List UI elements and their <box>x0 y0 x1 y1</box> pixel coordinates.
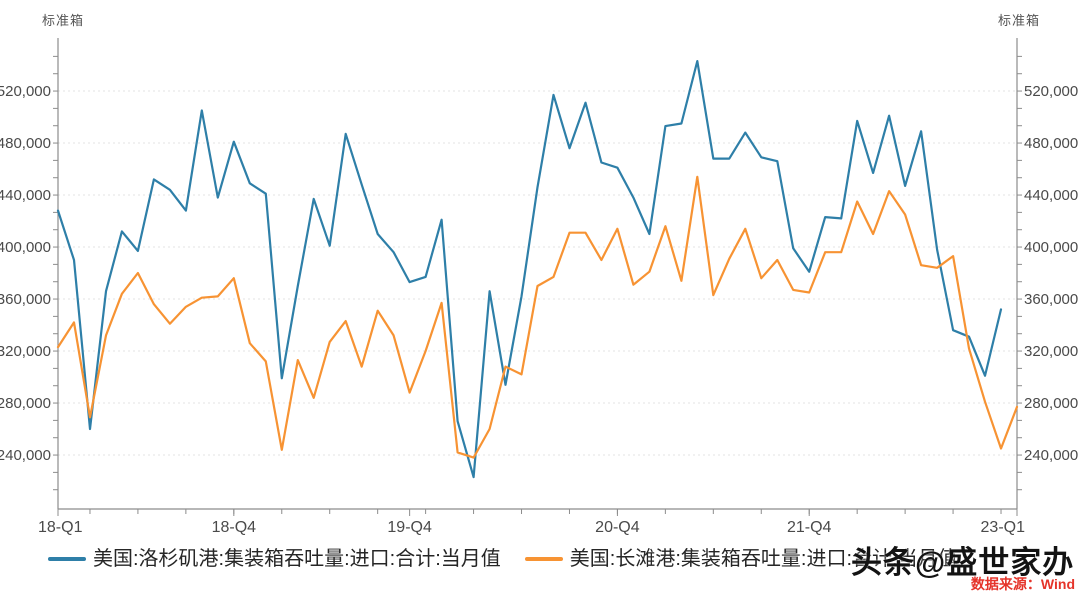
y-axis-label-right: 400,000 <box>1024 239 1078 256</box>
y-axis-label-right: 520,000 <box>1024 83 1078 100</box>
data-source-note: 数据来源：Wind <box>970 576 1075 592</box>
y-axis-label-right: 480,000 <box>1024 135 1078 152</box>
y-axis-label-left: 480,000 <box>0 135 51 152</box>
legend-label-los-angeles: 美国:洛杉矶港:集装箱吞吐量:进口:合计:当月值 <box>93 548 501 570</box>
y-axis-label-right: 320,000 <box>1024 343 1078 360</box>
y-axis-label-left: 320,000 <box>0 343 51 360</box>
series-line-long-beach <box>56 175 1019 459</box>
y-axis-label-right: 360,000 <box>1024 291 1078 308</box>
legend-label-long-beach: 美国:长滩港:集装箱吞吐量:进口:合计:当月值 <box>569 548 958 570</box>
x-axis-label: 21-Q4 <box>787 519 832 536</box>
y-axis-label-left: 240,000 <box>0 447 51 464</box>
y-axis-unit-left: 标准箱 <box>42 13 85 28</box>
y-axis-label-left: 520,000 <box>0 83 51 100</box>
x-axis-label: 18-Q4 <box>212 519 257 536</box>
series-line-los-angeles <box>56 60 1003 479</box>
watermark-text: 头条@盛世家办 <box>851 545 1075 580</box>
y-axis-label-right: 280,000 <box>1024 395 1078 412</box>
y-axis-label-right: 440,000 <box>1024 187 1078 204</box>
legend-item-long-beach: 美国:长滩港:集装箱吞吐量:进口:合计:当月值 <box>524 548 958 570</box>
legend-swatch-los-angeles <box>48 557 86 561</box>
x-axis-label: 23-Q1 <box>981 519 1026 536</box>
x-axis-label: 19-Q4 <box>387 519 432 536</box>
legend: 美国:洛杉矶港:集装箱吞吐量:进口:合计:当月值 美国:长滩港:集装箱吞吐量:进… <box>48 548 958 570</box>
y-axis-label-left: 400,000 <box>0 239 51 256</box>
x-axis-label: 18-Q1 <box>38 519 83 536</box>
y-axis-label-right: 240,000 <box>1024 447 1078 464</box>
y-axis-label-left: 360,000 <box>0 291 51 308</box>
x-axis-label: 20-Q4 <box>595 519 640 536</box>
legend-item-los-angeles: 美国:洛杉矶港:集装箱吞吐量:进口:合计:当月值 <box>48 548 501 570</box>
line-chart: 520,000 520,000 480,000 480,000 440,000 440,0… <box>0 38 1078 536</box>
y-axis-unit-right: 标准箱 <box>998 13 1041 28</box>
y-axis-label-left: 440,000 <box>0 187 51 204</box>
legend-swatch-long-beach <box>524 557 563 561</box>
y-axis-label-left: 280,000 <box>0 395 51 412</box>
